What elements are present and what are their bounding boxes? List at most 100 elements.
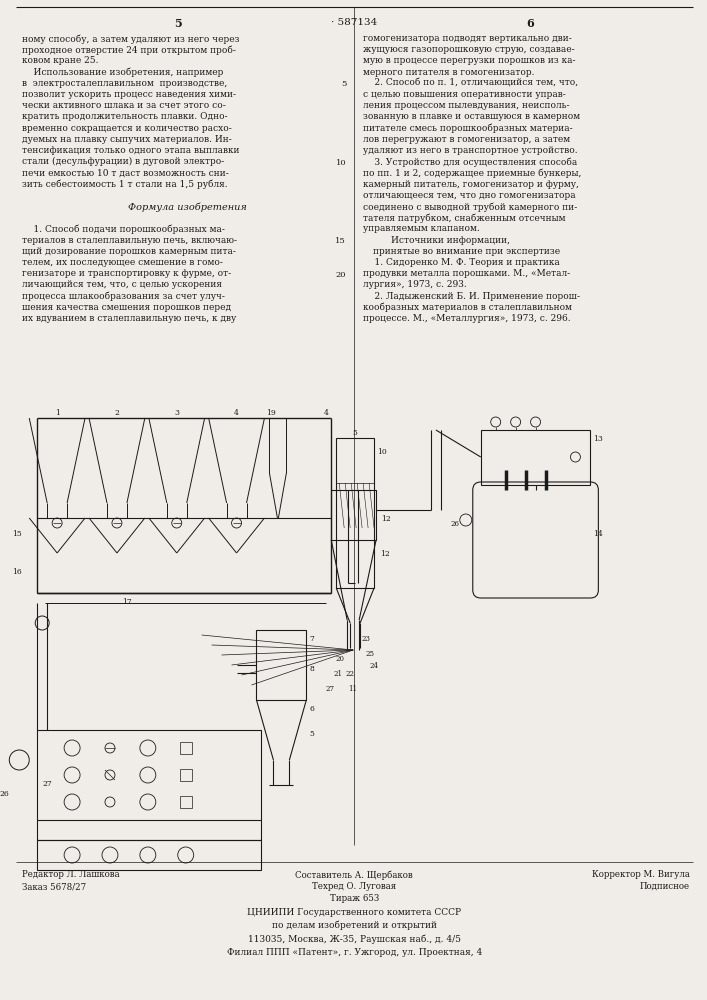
Text: процесса шлакообразования за счет улуч-: процесса шлакообразования за счет улуч- — [22, 292, 225, 301]
Text: Заказ 5678/27: Заказ 5678/27 — [22, 882, 86, 891]
Text: телем, их последующее смешение в гомо-: телем, их последующее смешение в гомо- — [22, 258, 223, 267]
Text: 27: 27 — [42, 780, 52, 788]
Text: 10: 10 — [336, 159, 346, 167]
Text: 12: 12 — [381, 515, 391, 523]
Text: Редактор Л. Лашкова: Редактор Л. Лашкова — [22, 870, 120, 879]
Text: жущуюся газопорошковую струю, создавае-: жущуюся газопорошковую струю, создавае- — [363, 45, 575, 54]
Text: отличающееся тем, что дно гомогенизатора: отличающееся тем, что дно гомогенизатора — [363, 191, 575, 200]
Text: 20: 20 — [335, 655, 344, 663]
Text: управляемым клапаном.: управляемым клапаном. — [363, 224, 480, 233]
Text: мерного питателя в гомогенизатор.: мерного питателя в гомогенизатор. — [363, 68, 534, 77]
Text: 3: 3 — [174, 409, 180, 417]
Bar — [180, 796, 192, 808]
Text: 5: 5 — [309, 730, 314, 738]
Text: 24: 24 — [369, 662, 378, 670]
Text: с целью повышения оперативности управ-: с целью повышения оперативности управ- — [363, 90, 566, 99]
Text: печи емкостью 10 т даст возможность сни-: печи емкостью 10 т даст возможность сни- — [22, 168, 229, 177]
Text: 12: 12 — [380, 550, 390, 558]
Text: Источники информации,: Источники информации, — [391, 236, 510, 245]
Text: 6: 6 — [527, 18, 534, 29]
Text: Подписное: Подписное — [640, 882, 690, 891]
Text: шения качества смешения порошков перед: шения качества смешения порошков перед — [22, 303, 231, 312]
Text: 5: 5 — [174, 18, 182, 29]
Text: 13: 13 — [593, 435, 603, 443]
Text: кратить продолжительность плавки. Одно-: кратить продолжительность плавки. Одно- — [22, 112, 228, 121]
Text: Составитель А. Щербаков: Составитель А. Щербаков — [296, 870, 413, 880]
Bar — [37, 840, 262, 870]
Text: 5: 5 — [353, 429, 358, 437]
Text: щий дозирование порошков камерным пита-: щий дозирование порошков камерным пита- — [22, 247, 236, 256]
Text: ному способу, а затем удаляют из него через: ному способу, а затем удаляют из него че… — [22, 34, 240, 43]
Text: 113035, Москва, Ж-35, Раушская наб., д. 4/5: 113035, Москва, Ж-35, Раушская наб., д. … — [247, 934, 461, 944]
Text: 15: 15 — [13, 530, 22, 538]
Bar — [337, 438, 374, 588]
Text: временно сокращается и количество расхо-: временно сокращается и количество расхо- — [22, 124, 232, 133]
Text: зить себестоимость 1 т стали на 1,5 рубля.: зить себестоимость 1 т стали на 1,5 рубл… — [22, 180, 228, 189]
Text: 26: 26 — [451, 520, 460, 528]
Text: в  электросталеплавильном  производстве,: в электросталеплавильном производстве, — [22, 79, 228, 88]
Text: ковом кране 25.: ковом кране 25. — [22, 56, 99, 65]
Text: тенсификация только одного этапа выплавки: тенсификация только одного этапа выплавк… — [22, 146, 240, 155]
Bar — [257, 630, 306, 700]
Text: мую в процессе перегрузки порошков из ка-: мую в процессе перегрузки порошков из ка… — [363, 56, 575, 65]
Text: 2: 2 — [115, 409, 119, 417]
Text: тателя патрубком, снабженным отсечным: тателя патрубком, снабженным отсечным — [363, 213, 566, 223]
Bar — [481, 430, 590, 485]
Text: териалов в сталеплавильную печь, включаю-: териалов в сталеплавильную печь, включаю… — [22, 236, 238, 245]
Text: ЦНИИПИ Государственного комитета СССР: ЦНИИПИ Государственного комитета СССР — [247, 908, 461, 917]
Text: 25: 25 — [365, 650, 374, 658]
Text: питателе смесь порошкообразных материа-: питателе смесь порошкообразных материа- — [363, 124, 573, 133]
Text: 17: 17 — [122, 598, 132, 606]
Text: Использование изобретения, например: Использование изобретения, например — [22, 68, 223, 77]
Bar — [332, 490, 376, 540]
Text: 27: 27 — [325, 685, 334, 693]
Text: 1. Способ подачи порошкообразных ма-: 1. Способ подачи порошкообразных ма- — [22, 224, 225, 234]
Text: Формула изобретения: Формула изобретения — [128, 202, 247, 212]
Text: 14: 14 — [593, 530, 603, 538]
Text: 11: 11 — [348, 685, 357, 693]
Text: проходное отверстие 24 при открытом проб-: проходное отверстие 24 при открытом проб… — [22, 45, 236, 55]
Text: 7: 7 — [309, 635, 314, 643]
Text: камерный питатель, гомогенизатор и фурму,: камерный питатель, гомогенизатор и фурму… — [363, 180, 579, 189]
Bar — [180, 769, 192, 781]
Text: зованную в плавке и оставшуюся в камерном: зованную в плавке и оставшуюся в камерно… — [363, 112, 580, 121]
Text: продувки металла порошками. М., «Метал-: продувки металла порошками. М., «Метал- — [363, 269, 571, 278]
Text: 1. Сидоренко М. Ф. Теория и практика: 1. Сидоренко М. Ф. Теория и практика — [363, 258, 560, 267]
Text: ления процессом пылевдувания, неисполь-: ления процессом пылевдувания, неисполь- — [363, 101, 570, 110]
Text: 3. Устройство для осуществления способа: 3. Устройство для осуществления способа — [363, 157, 578, 167]
Text: 8: 8 — [309, 665, 314, 673]
Text: 21: 21 — [333, 670, 342, 678]
Text: по пп. 1 и 2, содержащее приемные бункеры,: по пп. 1 и 2, содержащее приемные бункер… — [363, 168, 582, 178]
Text: процессе. М., «Металлургия», 1973, с. 296.: процессе. М., «Металлургия», 1973, с. 29… — [363, 314, 571, 323]
Text: лов перегружают в гомогенизатор, а затем: лов перегружают в гомогенизатор, а затем — [363, 135, 571, 144]
Text: 4: 4 — [234, 409, 239, 417]
Bar — [37, 730, 262, 820]
Text: 5: 5 — [341, 80, 346, 88]
Text: Филиал ППП «Патент», г. Ужгород, ул. Проектная, 4: Филиал ППП «Патент», г. Ужгород, ул. Про… — [226, 948, 481, 957]
Text: 6: 6 — [309, 705, 314, 713]
Text: дуемых на плавку сыпучих материалов. Ин-: дуемых на плавку сыпучих материалов. Ин- — [22, 135, 232, 144]
Text: 15: 15 — [335, 237, 346, 245]
Text: 23: 23 — [361, 635, 370, 643]
Text: 1: 1 — [54, 409, 59, 417]
Text: Техред О. Луговая: Техред О. Луговая — [312, 882, 397, 891]
Text: их вдуванием в сталеплавильную печь, к дву: их вдуванием в сталеплавильную печь, к д… — [22, 314, 237, 323]
Text: стали (десульфурации) в дуговой электро-: стали (десульфурации) в дуговой электро- — [22, 157, 225, 166]
Text: удаляют из него в транспортное устройство.: удаляют из него в транспортное устройств… — [363, 146, 578, 155]
Text: 19: 19 — [267, 409, 276, 417]
Text: · 587134: · 587134 — [331, 18, 378, 27]
Text: 22: 22 — [345, 670, 354, 678]
Text: соединено с выводной трубой камерного пи-: соединено с выводной трубой камерного пи… — [363, 202, 578, 212]
Text: принятые во внимание при экспертизе: принятые во внимание при экспертизе — [373, 247, 560, 256]
Text: по делам изобретений и открытий: по делам изобретений и открытий — [271, 921, 437, 930]
Text: Тираж 653: Тираж 653 — [329, 894, 379, 903]
Bar — [180, 742, 192, 754]
Text: 26: 26 — [0, 790, 9, 798]
Text: 10: 10 — [377, 448, 387, 456]
Text: 20: 20 — [336, 271, 346, 279]
Text: позволит ускорить процесс наведения хими-: позволит ускорить процесс наведения хими… — [22, 90, 236, 99]
Text: 16: 16 — [13, 568, 22, 576]
Text: 2. Способ по п. 1, отличающийся тем, что,: 2. Способ по п. 1, отличающийся тем, что… — [363, 79, 578, 88]
Text: личающийся тем, что, с целью ускорения: личающийся тем, что, с целью ускорения — [22, 280, 222, 289]
Text: чески активного шлака и за счет этого со-: чески активного шлака и за счет этого со… — [22, 101, 226, 110]
